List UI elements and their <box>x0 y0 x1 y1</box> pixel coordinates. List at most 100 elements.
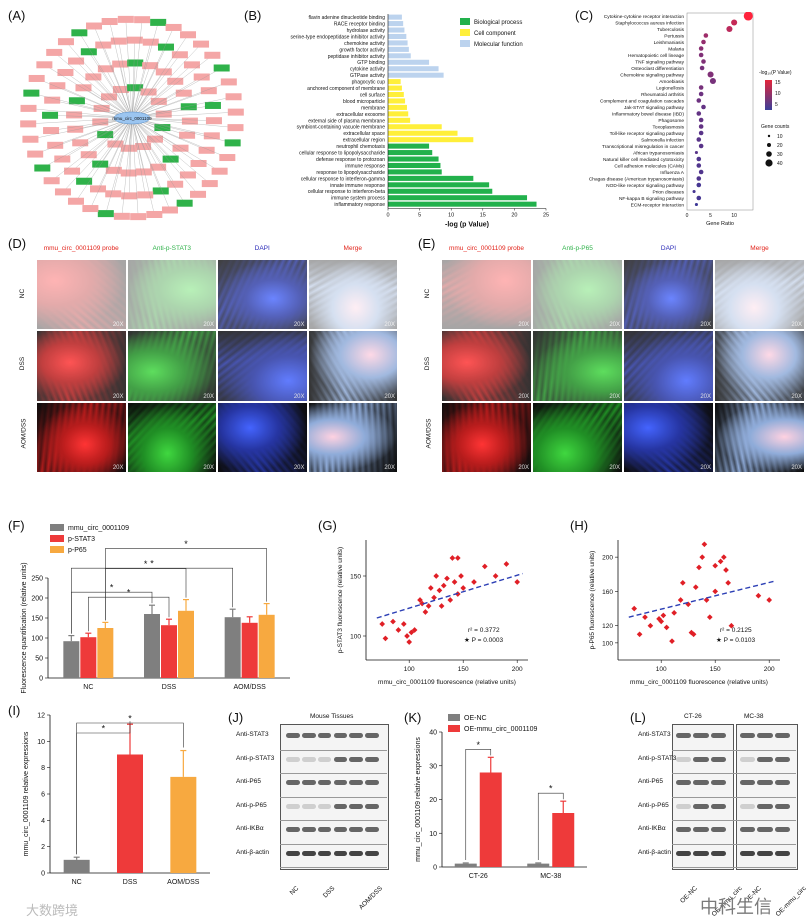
blot-row-label: Anti-p-P65 <box>236 801 267 809</box>
scatter-point <box>436 587 443 594</box>
scatter-y-tick-label: 100 <box>350 634 361 641</box>
go-tick-label: 5 <box>418 213 421 219</box>
blot-band <box>710 780 726 785</box>
magnification-label: 20X <box>791 393 802 400</box>
chart-bar <box>241 622 258 678</box>
kegg-color-scale <box>765 80 772 110</box>
go-bar <box>388 72 444 78</box>
network-edge <box>131 117 207 151</box>
significance-star: * <box>150 559 154 569</box>
blot-band <box>676 827 692 832</box>
significance-star: * <box>110 583 114 593</box>
network-edge <box>131 64 193 119</box>
blot-row-divider <box>672 796 796 798</box>
network-edge <box>113 117 133 194</box>
scatter-point <box>669 638 675 644</box>
kegg-plot-frame <box>686 12 754 211</box>
network-node-pink <box>43 127 60 135</box>
go-bar <box>388 98 406 104</box>
network-node-pink <box>49 82 66 90</box>
magnification-label: 20X <box>518 393 529 400</box>
go-term-label: immune system process <box>331 196 385 202</box>
chart-x-tick-label: NC <box>83 684 93 691</box>
blot-band <box>693 803 709 809</box>
scatter-point <box>692 584 699 590</box>
kegg-bubble <box>701 39 706 45</box>
network-edge <box>88 51 133 119</box>
kegg-bubble <box>692 189 696 194</box>
legend-swatch-f <box>50 535 64 542</box>
chart-y-tick-label: 10 <box>37 739 45 746</box>
network-edge <box>118 41 133 119</box>
scatter-point <box>451 579 458 585</box>
row-label-dss-e: DSS <box>424 356 432 371</box>
row-label-aomdss-d: AOM/DSS <box>20 418 28 449</box>
blot-band <box>676 756 692 762</box>
kegg-pathway-label: Chagas disease (American trypanosomiasis… <box>589 177 685 183</box>
legend-label-f: mmu_circ_0001109 <box>68 525 129 532</box>
scatter-point <box>663 624 670 631</box>
panel-label-k: (K) <box>404 710 422 725</box>
scatter-x-axis-title: mmu_circ_0001109 fluorescence (relative … <box>630 679 768 686</box>
network-node-pink <box>44 96 61 104</box>
network-node-pink <box>36 61 53 69</box>
go-bar <box>388 195 528 201</box>
chart-x-tick-label: DSS <box>162 684 177 691</box>
kegg-tick-label: 0 <box>686 213 689 219</box>
chart-y-axis-title: mmu_circ_0001109 relative expressions <box>415 737 422 862</box>
chart-y-tick-label: 2 <box>41 844 45 851</box>
blot-band <box>365 850 379 856</box>
blot-band <box>349 733 364 738</box>
chart-bar <box>258 614 275 678</box>
go-bar <box>388 188 493 194</box>
scatter-y-tick-label: 150 <box>350 574 361 581</box>
network-node-pink <box>193 73 210 81</box>
network-edge <box>103 44 133 119</box>
panel-label-h: (H) <box>570 518 589 533</box>
kegg-bubble <box>698 52 704 58</box>
kegg-pathway-label: Rheumatoid arthritis <box>641 92 685 98</box>
chart-bar <box>479 772 502 867</box>
go-bar <box>388 59 430 65</box>
micro-image-tile: 20X <box>533 331 622 401</box>
network-edge <box>128 117 133 174</box>
kegg-pathway-label: NF-kappa B signaling pathway <box>619 196 685 202</box>
scatter-point <box>425 603 432 609</box>
network-edge <box>131 55 213 119</box>
blot-band <box>774 827 790 832</box>
panel-label-g: (G) <box>318 518 337 533</box>
go-term-label: extracellular space <box>343 131 385 137</box>
network-edge <box>131 27 174 119</box>
network-node-green <box>162 155 179 163</box>
go-term-label: cell surface <box>360 92 386 98</box>
blot-band <box>740 733 756 738</box>
kegg-pathway-label: Jak-STAT signaling pathway <box>624 105 685 111</box>
chart-y-axis-title: Fluorescence quantification (relative un… <box>21 562 28 693</box>
scatter-point <box>395 627 402 633</box>
micro-image-tile: 20X <box>218 402 307 472</box>
kegg-pathway-label: ECM-receptor interaction <box>631 203 685 209</box>
kegg-legend-title: -log₁₀(P Value) <box>759 70 792 76</box>
go-bar <box>388 169 442 175</box>
blot-row-divider <box>280 749 387 751</box>
go-term-label: symbiont-containing vacuole membrane <box>297 125 386 131</box>
regression-line <box>628 580 775 618</box>
magnification-label: 20X <box>203 322 214 329</box>
network-edge <box>75 60 133 119</box>
network-node-pink <box>146 135 163 143</box>
significance-bracket <box>71 567 233 634</box>
network-edge <box>131 76 202 119</box>
go-term-label: cellular response to interferon-beta <box>308 189 385 195</box>
network-node-pink <box>54 155 71 163</box>
go-term-label: RACE receptor binding <box>334 22 385 28</box>
micro-header: Anti-p-P65 <box>562 245 593 252</box>
network-edge <box>131 47 167 119</box>
network-node-pink <box>54 188 71 196</box>
kegg-pathway-label: Influenza A <box>660 170 685 176</box>
significance-bracket <box>71 591 153 634</box>
scatter-y-tick-label: 100 <box>602 640 613 647</box>
go-bar <box>388 27 405 33</box>
scatter-point <box>725 580 731 586</box>
chart-y-tick-label: 8 <box>41 765 45 772</box>
